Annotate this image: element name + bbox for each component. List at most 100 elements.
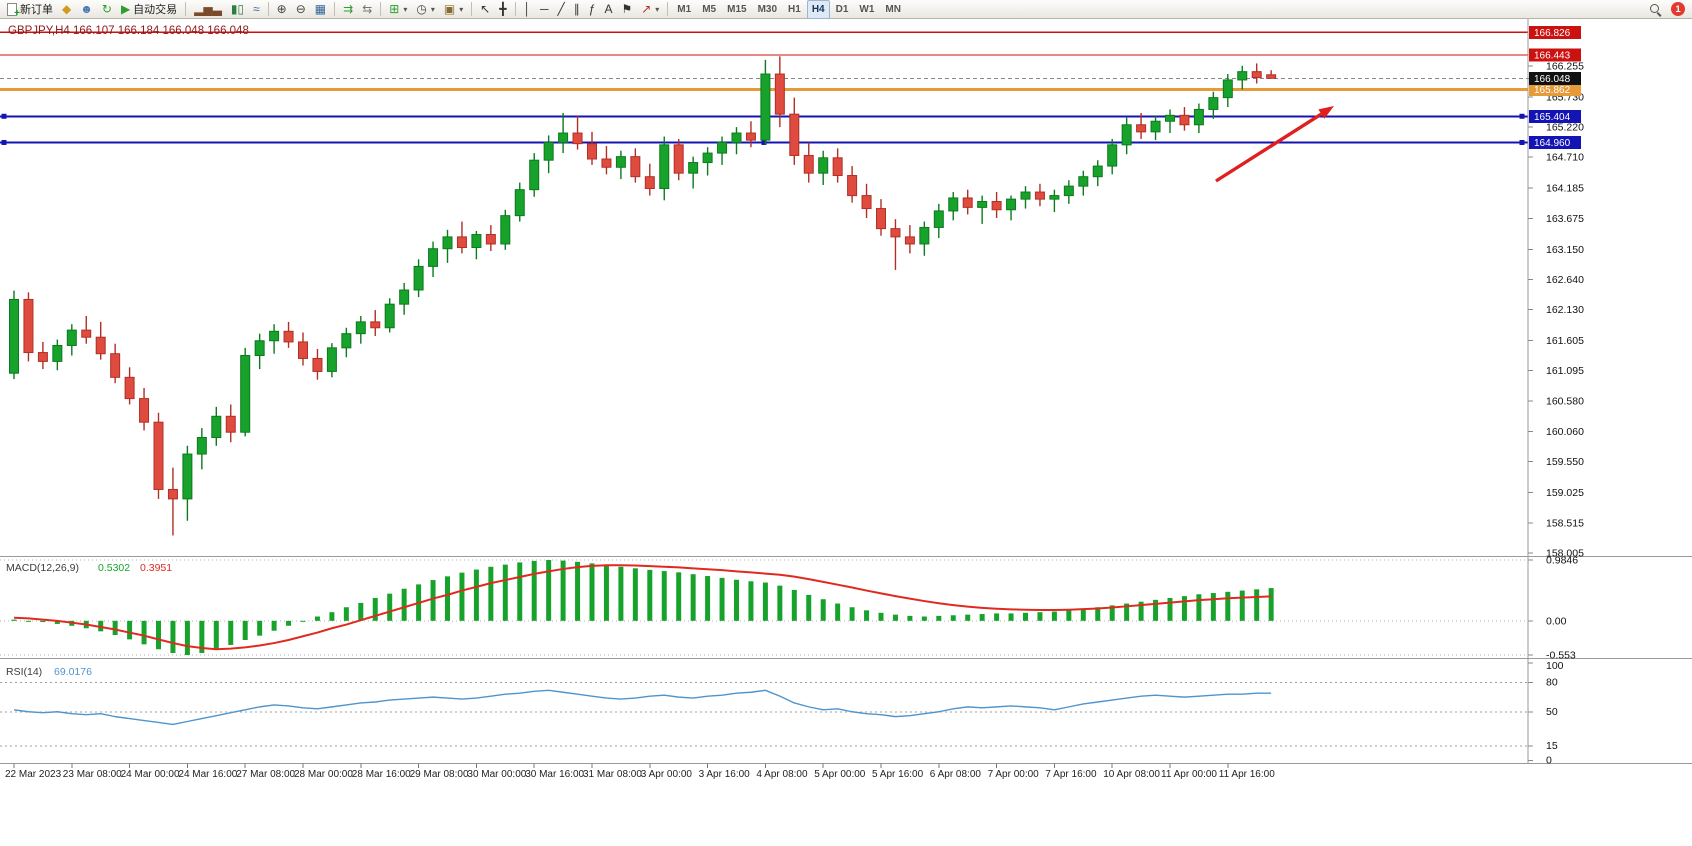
timeframe-w1-button[interactable]: W1 bbox=[859, 3, 875, 15]
toolbar-separator bbox=[185, 2, 187, 16]
macd-axis-label: 0.00 bbox=[1546, 615, 1567, 627]
indicators-button[interactable]: ⊞ ▾ bbox=[385, 0, 411, 19]
vertical-line-icon: │ bbox=[523, 2, 532, 16]
svg-text:164.710: 164.710 bbox=[1546, 152, 1584, 164]
arrows-tool-icon: ↗ bbox=[641, 2, 652, 16]
svg-text:3 Apr 16:00: 3 Apr 16:00 bbox=[699, 769, 751, 780]
timeframe-h4-button[interactable]: H4 bbox=[806, 0, 830, 19]
candlestick-chart-button[interactable]: ▮▯ bbox=[227, 0, 248, 19]
toolbar-separator bbox=[380, 2, 382, 16]
bar-chart-button[interactable]: ▂▅▃ bbox=[190, 0, 226, 19]
trend-arrow-annotation[interactable] bbox=[1215, 106, 1334, 183]
auto-trading-icon: ▶ bbox=[120, 2, 131, 16]
horizontal-line-button[interactable]: ─ bbox=[536, 0, 553, 19]
svg-text:5 Apr 00:00: 5 Apr 00:00 bbox=[814, 769, 866, 780]
new-order-button-label: 新订单 bbox=[20, 4, 53, 16]
periods-button[interactable]: ◷ ▾ bbox=[412, 0, 439, 19]
timeframe-mn-button[interactable]: MN bbox=[885, 3, 901, 15]
horizontal-line-icon: ─ bbox=[540, 2, 549, 16]
candlestick-series bbox=[9, 56, 1277, 536]
macd-signal-value: 0.3951 bbox=[140, 562, 172, 574]
svg-text:164.960: 164.960 bbox=[1534, 138, 1571, 149]
svg-text:30 Mar 00:00: 30 Mar 00:00 bbox=[467, 769, 526, 780]
bar-chart-icon: ▂▅▃ bbox=[194, 2, 222, 16]
rsi-axis-label: 100 bbox=[1546, 660, 1564, 672]
auto-trading-button[interactable]: ▶ 自动交易 bbox=[117, 0, 181, 19]
svg-text:163.675: 163.675 bbox=[1546, 213, 1584, 225]
svg-text:166.048: 166.048 bbox=[1534, 74, 1571, 85]
rsi-axis-label: 15 bbox=[1546, 740, 1558, 752]
caret-down-icon: ▾ bbox=[430, 4, 435, 14]
timeframe-m15-button[interactable]: M15 bbox=[727, 3, 747, 15]
channel-icon: ∥ bbox=[573, 2, 580, 16]
timeframe-m1-button[interactable]: M1 bbox=[677, 3, 692, 15]
templates-button[interactable]: ▣ ▾ bbox=[440, 0, 467, 19]
auto-scroll-icon: ⇉ bbox=[343, 2, 354, 16]
svg-text:159.025: 159.025 bbox=[1546, 487, 1584, 499]
arrows-tool-button[interactable]: ↗ ▾ bbox=[637, 0, 663, 19]
line-handle bbox=[1519, 139, 1525, 145]
svg-text:166.826: 166.826 bbox=[1534, 28, 1571, 39]
svg-text:161.095: 161.095 bbox=[1546, 365, 1584, 377]
svg-text:165.404: 165.404 bbox=[1534, 112, 1571, 123]
label-icon: ⚑ bbox=[621, 2, 633, 16]
rsi-line bbox=[13, 689, 1272, 726]
chart-shift-icon: ⇆ bbox=[362, 2, 373, 16]
toolbar-separator bbox=[334, 2, 336, 16]
toolbar-separator bbox=[667, 2, 669, 16]
zoom-out-icon: ⊖ bbox=[295, 2, 306, 16]
svg-text:161.605: 161.605 bbox=[1546, 335, 1584, 347]
timeframe-d1-button[interactable]: D1 bbox=[835, 3, 849, 15]
notification-badge[interactable]: 1 bbox=[1671, 2, 1685, 16]
arrow-head-icon bbox=[1318, 106, 1334, 119]
market-watch-button[interactable]: ◆ bbox=[58, 0, 75, 19]
zoom-out-button[interactable]: ⊖ bbox=[292, 0, 310, 19]
caret-down-icon: ▾ bbox=[655, 4, 660, 14]
periods-icon: ◷ bbox=[416, 2, 427, 16]
label-button[interactable]: ⚑ bbox=[617, 0, 636, 19]
fibonacci-button[interactable]: ƒ bbox=[585, 0, 600, 19]
price-label-166.443: 166.443 bbox=[1529, 48, 1581, 62]
templates-icon: ▣ bbox=[443, 2, 456, 16]
candlestick-chart-icon: ▮▯ bbox=[230, 2, 245, 16]
zoom-in-button[interactable]: ⊕ bbox=[273, 0, 291, 19]
svg-text:165.220: 165.220 bbox=[1546, 122, 1584, 134]
line-chart-button[interactable]: ≈ bbox=[249, 0, 264, 19]
channel-button[interactable]: ∥ bbox=[570, 0, 584, 19]
caret-down-icon: ▾ bbox=[403, 4, 408, 14]
tile-windows-button[interactable]: ▦ bbox=[311, 0, 330, 19]
trendline-button[interactable]: ╱ bbox=[554, 0, 569, 19]
auto-scroll-button[interactable]: ⇉ bbox=[339, 0, 357, 19]
refresh-button[interactable]: ↻ bbox=[98, 0, 116, 19]
timeframe-m5-button[interactable]: M5 bbox=[702, 3, 717, 15]
vertical-line-button[interactable]: │ bbox=[520, 0, 536, 19]
svg-text:166.255: 166.255 bbox=[1546, 61, 1584, 73]
chart-shift-button[interactable]: ⇆ bbox=[358, 0, 376, 19]
cursor-button[interactable]: ↖ bbox=[476, 0, 494, 19]
fibonacci-icon: ƒ bbox=[588, 2, 596, 16]
svg-text:158.515: 158.515 bbox=[1546, 517, 1584, 529]
svg-text:11 Apr 00:00: 11 Apr 00:00 bbox=[1161, 769, 1217, 780]
svg-text:7 Apr 16:00: 7 Apr 16:00 bbox=[1045, 769, 1097, 780]
svg-text:158.005: 158.005 bbox=[1546, 547, 1584, 559]
crosshair-button[interactable]: ╋ bbox=[495, 0, 510, 19]
price-label-165.862: 165.862 bbox=[1529, 82, 1581, 96]
svg-text:164.185: 164.185 bbox=[1546, 183, 1584, 195]
line-handle bbox=[1, 113, 7, 119]
macd-signal-line bbox=[13, 564, 1272, 651]
plus-icon: + bbox=[14, 7, 20, 19]
timeframe-m30-button[interactable]: M30 bbox=[757, 3, 778, 15]
svg-text:3 Apr 00:00: 3 Apr 00:00 bbox=[641, 769, 693, 780]
new-order-button[interactable]: + 新订单 bbox=[3, 0, 57, 19]
profiles-button[interactable]: ☻ bbox=[76, 0, 97, 19]
search-button[interactable] bbox=[1645, 0, 1666, 19]
line-handle bbox=[761, 139, 767, 145]
svg-text:7 Apr 00:00: 7 Apr 00:00 bbox=[988, 769, 1040, 780]
svg-text:24 Mar 16:00: 24 Mar 16:00 bbox=[178, 769, 237, 780]
timeframe-h1-button[interactable]: H1 bbox=[788, 3, 801, 15]
price-label-166.826: 166.826 bbox=[1529, 25, 1581, 39]
search-icon bbox=[1649, 3, 1662, 16]
text-button[interactable]: A bbox=[600, 0, 616, 19]
